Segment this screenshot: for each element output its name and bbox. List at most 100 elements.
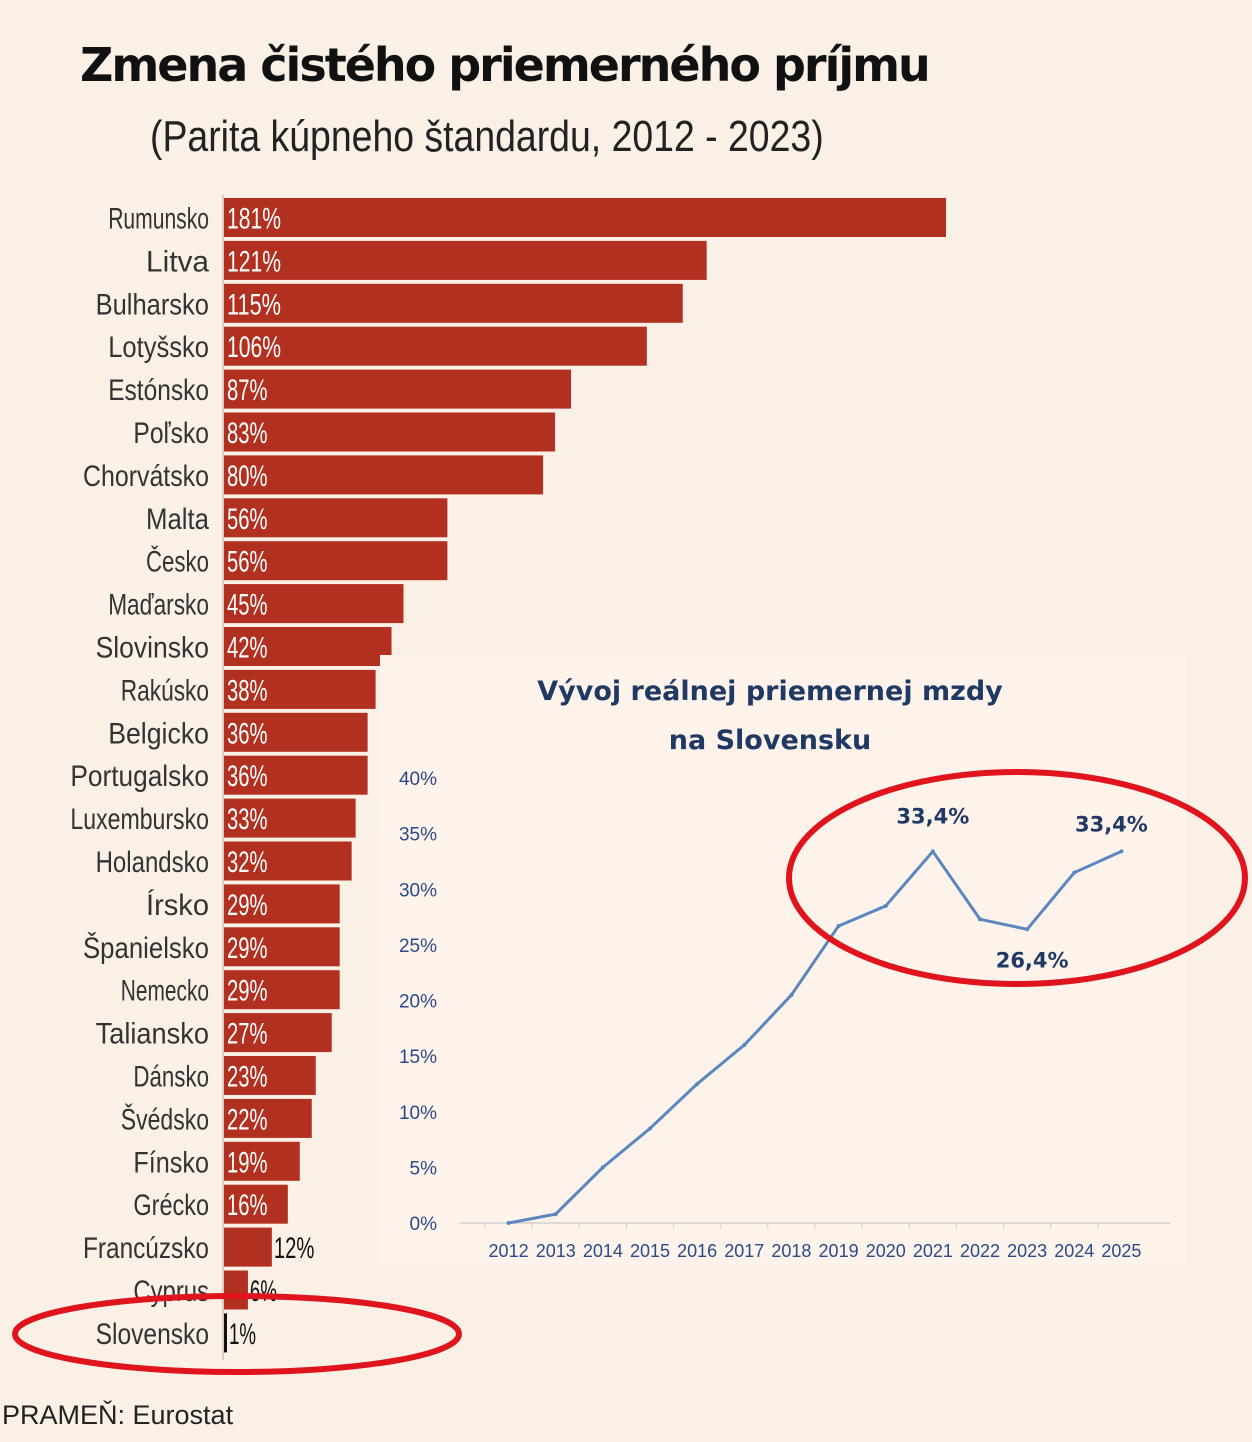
bar [224,198,946,237]
bar-value-label: 1% [229,1318,256,1351]
x-tick-label: 2015 [630,1241,670,1261]
bar-value-label: 23% [227,1061,268,1094]
bar-category-label: Francúzsko [83,1232,209,1265]
line-chart-panel: Vývoj reálnej priemernej mzdy na Slovens… [380,655,1185,1265]
bar-value-label: 80% [227,460,268,493]
bar [224,1184,288,1224]
bar-value-label: 16% [227,1189,268,1222]
line-point [1119,849,1124,854]
bar-category-label: Cyprus [133,1275,209,1308]
x-tick-label: 2020 [866,1241,906,1261]
bar [224,498,448,538]
x-tick-label: 2013 [536,1241,576,1261]
bar [224,798,356,838]
data-label: 26,4% [996,948,1069,972]
line-point [695,1081,700,1086]
line-point [1072,870,1077,875]
x-tick-label: 2016 [677,1241,717,1261]
bar-category-label: Malta [146,503,209,536]
line-point [648,1126,652,1131]
y-tick-label: 35% [399,825,437,846]
bar-highlighted [224,1313,227,1353]
bar [224,970,340,1010]
bar-category-label: Taliansko [96,1018,209,1051]
line-point [978,917,982,922]
bar-value-label: 33% [227,803,268,836]
bar-value-label: 38% [227,674,268,707]
bar-value-label: 87% [227,374,268,407]
bar [224,283,683,323]
bar-value-label: 56% [227,546,268,579]
bar [224,841,352,881]
line-point [742,1043,747,1047]
bar-category-label: Fínsko [133,1146,209,1179]
x-tick-label: 2023 [1007,1241,1047,1261]
bar-category-label: Bulharsko [96,288,209,321]
bar [224,884,340,924]
bar-value-label: 36% [227,760,268,793]
bar-category-label: Grécko [133,1189,209,1222]
bar-category-label: Česko [146,545,209,579]
bar-value-label: 22% [227,1103,268,1136]
bar-value-label: 29% [227,932,268,965]
y-tick-label: 15% [399,1047,437,1068]
bar-category-label: Lotyšsko [108,331,209,364]
bar [224,712,368,752]
x-tick-label: 2024 [1054,1241,1094,1261]
bar-category-label: Nemecko [121,975,209,1008]
line-point [600,1165,605,1170]
bar-category-label: Litva [146,245,209,278]
source-note: PRAMEŇ: Eurostat [2,1400,234,1430]
line-point [553,1212,558,1217]
bar [224,412,556,452]
y-tick-label: 0% [410,1214,438,1235]
bar-category-label: Holandsko [96,846,209,879]
bar-value-label: 115% [227,288,281,321]
x-tick-label: 2021 [913,1241,953,1261]
bar [224,326,647,366]
line-point [883,903,888,908]
bar [224,1056,316,1095]
bar-value-label: 181% [227,203,281,236]
line-chart-title: Vývoj reálnej priemernej mzdy na Slovens… [380,667,1160,765]
line-point [930,849,935,854]
chart-subtitle: (Parita kúpneho štandardu, 2012 - 2023) [150,112,824,161]
bar-category-label: Slovensko [96,1318,209,1351]
y-tick-label: 40% [399,769,437,790]
y-tick-label: 10% [399,1103,437,1124]
bar [224,1013,332,1053]
y-tick-label: 5% [410,1158,438,1179]
line-point [1025,927,1030,932]
bar-value-label: 83% [227,417,268,450]
y-tick-label: 30% [399,880,437,901]
bar-category-label: Estónsko [108,374,209,407]
bar [224,369,572,409]
y-tick-label: 25% [399,936,437,957]
bar-value-label: 121% [227,245,281,278]
bar-value-label: 106% [227,331,281,364]
x-tick-label: 2025 [1101,1241,1141,1261]
y-tick-label: 20% [399,992,437,1013]
bar-category-label: Rakúsko [121,674,209,707]
bar-category-label: Írsko [146,889,209,922]
bar [224,927,340,967]
bar-value-label: 27% [227,1018,268,1051]
bar [224,627,392,666]
bar-value-label: 29% [227,889,268,922]
bar-category-label: Španielsko [83,931,209,965]
bar-category-label: Portugalsko [70,760,209,793]
bar-category-label: Slovinsko [96,632,209,665]
bar-category-label: Dánsko [133,1061,209,1094]
x-tick-label: 2022 [960,1241,1000,1261]
bar-value-label: 6% [250,1275,277,1308]
bar-value-label: 45% [227,589,268,622]
data-label: 33,4% [896,804,969,828]
bar-category-label: Maďarsko [108,589,209,622]
bar [224,1141,300,1181]
bar [224,1270,248,1310]
line-point [506,1221,511,1225]
bar [224,455,544,495]
bar-value-label: 36% [227,717,268,750]
x-tick-label: 2014 [583,1241,623,1261]
